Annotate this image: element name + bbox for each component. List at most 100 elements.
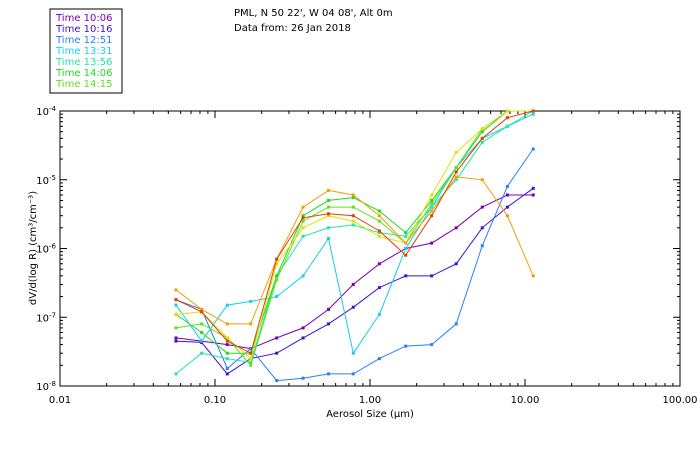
data-point: [454, 166, 458, 170]
data-point: [200, 331, 204, 335]
data-point: [174, 339, 178, 343]
series-3: [174, 112, 535, 355]
data-point: [327, 188, 331, 192]
data-point: [249, 357, 253, 361]
legend-entry: Time 10:06: [55, 13, 112, 24]
data-point: [275, 351, 279, 355]
series-0: [174, 193, 535, 351]
data-point: [275, 295, 279, 299]
data-point: [225, 366, 229, 370]
plot-frame: [59, 110, 681, 387]
data-point: [454, 150, 458, 154]
data-point: [327, 214, 331, 218]
data-point: [430, 205, 434, 209]
data-point: [351, 223, 355, 227]
data-point: [249, 322, 253, 326]
series-group: [174, 109, 535, 383]
y-tick-base: 10: [36, 107, 49, 118]
data-point: [454, 262, 458, 266]
data-point: [430, 209, 434, 213]
data-point: [531, 112, 535, 116]
data-point: [351, 219, 355, 223]
data-point: [505, 184, 509, 188]
data-point: [301, 214, 305, 218]
data-point: [505, 109, 509, 113]
series-line: [175, 148, 534, 382]
legend-entry: Time 10:16: [55, 24, 112, 35]
data-point: [275, 274, 279, 278]
chart-title-line2: Data from: 26 Jan 2018: [234, 23, 351, 34]
data-point: [377, 229, 381, 233]
data-point: [225, 357, 229, 361]
series-8: [174, 175, 535, 326]
axis-ticks: 0.01 0.10 1.00 10.00 100.0010-810-710-610-51…: [36, 105, 697, 406]
data-point: [480, 140, 484, 144]
data-point: [327, 372, 331, 376]
series-5: [174, 109, 535, 355]
data-point: [454, 175, 458, 179]
data-point: [531, 147, 535, 151]
data-point: [505, 193, 509, 197]
data-point: [351, 282, 355, 286]
data-point: [377, 234, 381, 238]
chart-title-line1: PML, N 50 22', W 04 08', Alt 0m: [234, 8, 393, 19]
data-point: [200, 310, 204, 314]
data-point: [275, 262, 279, 266]
x-tick-label: 10.00: [511, 395, 540, 406]
legend-entry: Time 12:51: [55, 35, 112, 46]
data-point: [377, 231, 381, 235]
data-point: [351, 305, 355, 309]
data-point: [327, 322, 331, 326]
data-point: [454, 170, 458, 174]
data-point: [430, 343, 434, 347]
data-point: [404, 344, 408, 348]
data-point: [275, 257, 279, 261]
x-tick-label: 0.10: [204, 395, 226, 406]
y-tick-exponent: -4: [49, 105, 57, 113]
data-point: [480, 205, 484, 209]
x-axis-label: Aerosol Size (μm): [326, 409, 414, 420]
data-point: [480, 178, 484, 182]
data-point: [430, 214, 434, 218]
data-point: [301, 226, 305, 230]
data-point: [531, 109, 535, 113]
data-point: [174, 326, 178, 330]
data-point: [430, 202, 434, 206]
data-point: [480, 130, 484, 134]
y-tick-exponent: -7: [49, 311, 56, 319]
data-point: [531, 193, 535, 197]
data-point: [174, 303, 178, 307]
data-point: [377, 357, 381, 361]
y-tick-exponent: -6: [49, 243, 57, 251]
data-point: [531, 186, 535, 190]
data-point: [327, 212, 331, 216]
data-point: [301, 274, 305, 278]
y-tick-base: 10: [36, 313, 49, 324]
y-tick-label: 10-4: [36, 105, 56, 118]
data-point: [249, 360, 253, 364]
data-point: [430, 241, 434, 245]
data-point: [174, 312, 178, 316]
data-point: [377, 312, 381, 316]
series-line: [175, 110, 534, 367]
data-point: [275, 379, 279, 383]
data-point: [351, 193, 355, 197]
data-point: [404, 253, 408, 257]
y-tick-base: 10: [36, 176, 49, 187]
data-point: [377, 286, 381, 290]
x-tick-label: 1.00: [359, 395, 381, 406]
data-point: [225, 339, 229, 343]
data-point: [327, 307, 331, 311]
data-point: [200, 339, 204, 343]
data-point: [430, 274, 434, 278]
series-4: [174, 109, 535, 376]
series-line: [175, 194, 534, 350]
data-point: [404, 274, 408, 278]
data-point: [174, 336, 178, 340]
data-point: [377, 214, 381, 218]
y-tick-base: 10: [36, 382, 49, 393]
series-9: [174, 109, 535, 355]
y-tick-label: 10-8: [36, 380, 56, 393]
y-tick-exponent: -8: [49, 380, 56, 388]
